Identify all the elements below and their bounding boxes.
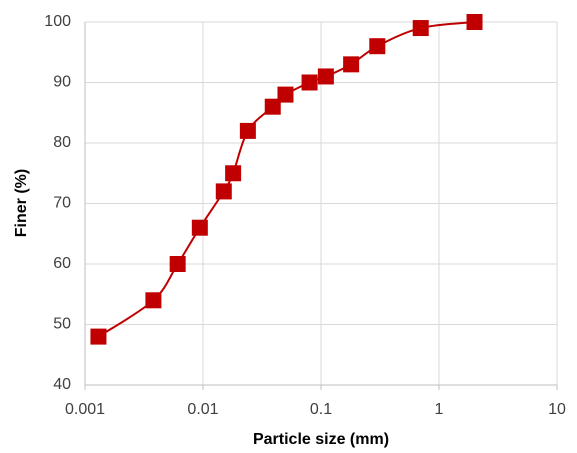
x-tick-label: 0.01 xyxy=(187,401,218,418)
y-tick-label: 90 xyxy=(53,74,71,91)
marker xyxy=(169,256,186,272)
y-tick-label: 40 xyxy=(53,376,71,393)
x-tick-label: 0.001 xyxy=(65,401,105,418)
marker xyxy=(264,98,281,115)
y-tick-label: 80 xyxy=(53,134,71,151)
marker xyxy=(369,38,386,55)
marker xyxy=(343,56,360,73)
marker xyxy=(145,292,162,309)
x-tick-label: 0.1 xyxy=(310,401,332,418)
marker xyxy=(90,328,107,345)
y-tick-label: 100 xyxy=(44,13,71,30)
y-tick-label: 60 xyxy=(53,255,71,272)
y-axis-title: Finer (%) xyxy=(13,169,30,237)
x-axis-title: Particle size (mm) xyxy=(253,431,389,448)
data-line xyxy=(97,21,475,338)
x-tick-label: 10 xyxy=(548,401,566,418)
marker xyxy=(317,68,334,85)
marker xyxy=(466,14,483,30)
marker xyxy=(239,122,256,139)
marker xyxy=(215,183,232,200)
marker xyxy=(225,165,242,182)
marker xyxy=(191,219,208,236)
y-tick-label: 50 xyxy=(53,316,71,333)
marker xyxy=(277,86,294,103)
marker xyxy=(412,20,429,37)
y-tick-label: 70 xyxy=(53,195,71,212)
x-tick-label: 1 xyxy=(435,401,444,418)
marker xyxy=(301,74,318,91)
